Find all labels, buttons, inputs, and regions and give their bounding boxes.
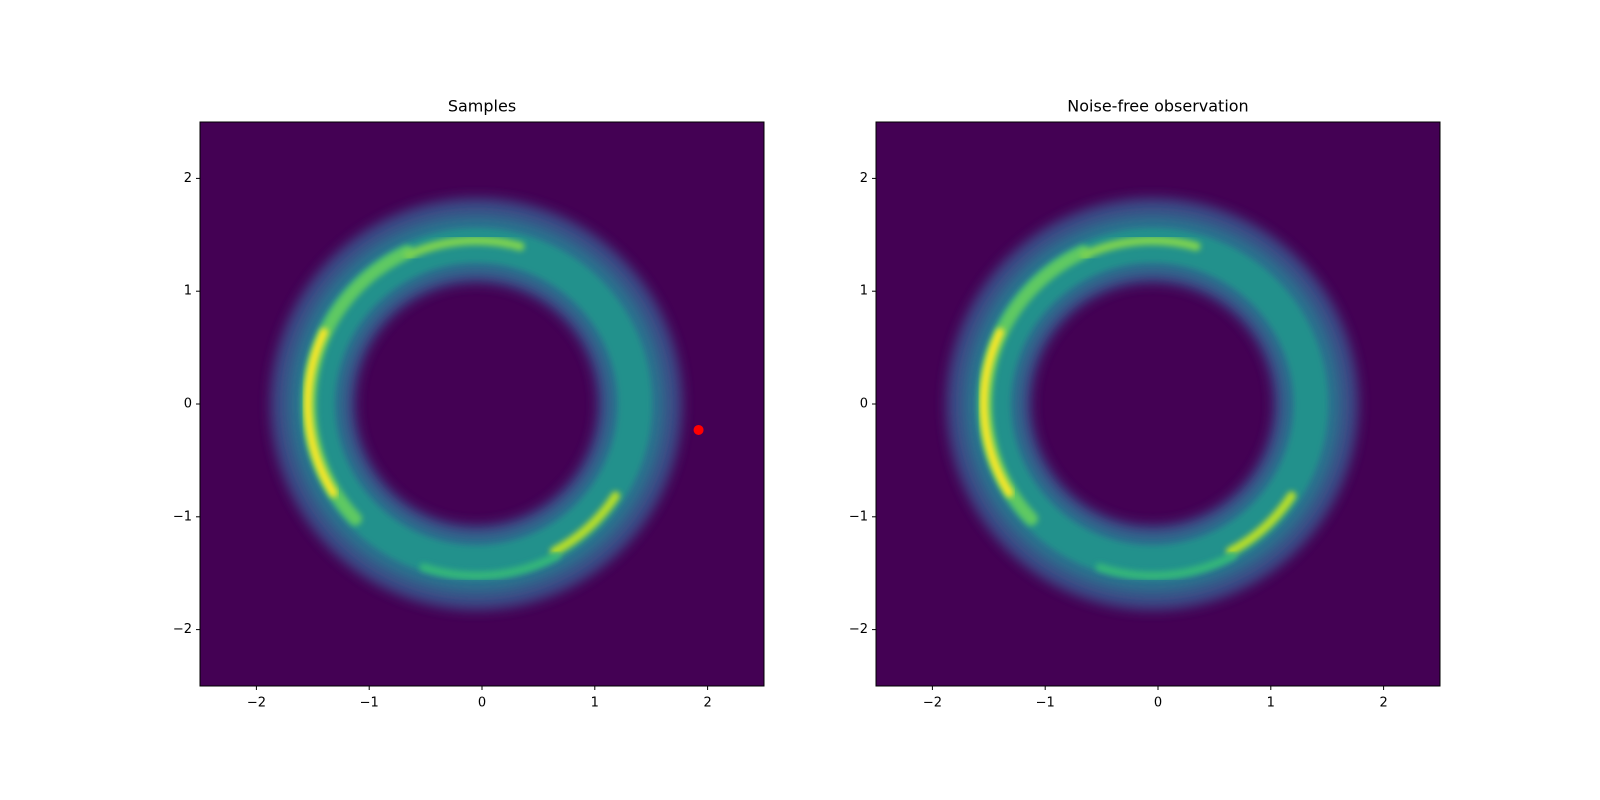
density-band — [403, 235, 525, 260]
x-tick-label: −1 — [1036, 696, 1055, 711]
y-tick-label: −2 — [849, 622, 868, 637]
chart-title: Samples — [448, 97, 516, 116]
x-tick-label: 1 — [1267, 696, 1275, 711]
y-tick-label: 1 — [860, 284, 868, 299]
y-tick-label: 0 — [860, 397, 868, 412]
density-band — [1079, 235, 1201, 260]
x-tick-label: 0 — [478, 696, 486, 711]
y-tick-label: −1 — [849, 509, 868, 524]
density-band — [979, 328, 1014, 498]
density-band — [1095, 551, 1237, 580]
density — [946, 198, 1359, 610]
y-tick-label: 2 — [860, 171, 868, 186]
y-tick-label: −2 — [173, 622, 192, 637]
y-tick-label: 2 — [184, 171, 192, 186]
density-band — [550, 491, 621, 556]
x-tick-label: 0 — [1154, 696, 1162, 711]
point — [693, 424, 704, 435]
density-band — [303, 328, 338, 498]
density-ring — [300, 228, 652, 580]
x-tick-label: 2 — [703, 696, 711, 711]
y-tick-label: 1 — [184, 284, 192, 299]
density-ring — [976, 228, 1328, 580]
x-tick-label: −2 — [923, 696, 942, 711]
y-tick-label: −1 — [173, 509, 192, 524]
x-tick-label: −2 — [247, 696, 266, 711]
density — [270, 198, 683, 610]
x-tick-label: −1 — [360, 696, 379, 711]
density-band — [419, 551, 561, 580]
x-tick-label: 1 — [591, 696, 599, 711]
x-tick-label: 2 — [1379, 696, 1387, 711]
y-tick-label: 0 — [184, 397, 192, 412]
chart-title: Noise-free observation — [1067, 97, 1248, 116]
density-band — [1226, 491, 1297, 556]
